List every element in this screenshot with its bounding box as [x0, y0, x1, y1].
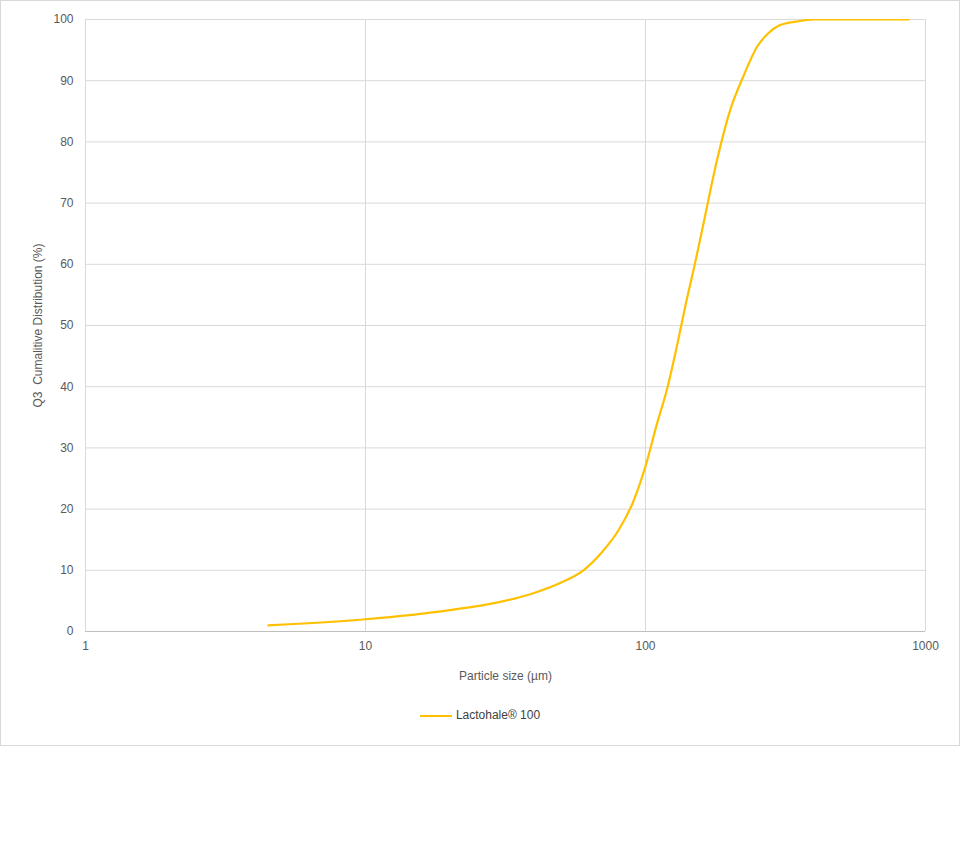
svg-text:10: 10	[60, 563, 74, 577]
svg-text:Particle size (µm): Particle size (µm)	[459, 669, 552, 683]
svg-text:100: 100	[53, 12, 73, 26]
svg-text:60: 60	[60, 257, 74, 271]
svg-text:30: 30	[60, 441, 74, 455]
svg-text:70: 70	[60, 196, 74, 210]
svg-text:50: 50	[60, 318, 74, 332]
svg-text:100: 100	[635, 639, 655, 653]
svg-text:40: 40	[60, 380, 74, 394]
svg-text:20: 20	[60, 502, 74, 516]
html-text:Lactohale® 100: Lactohale® 100	[455, 708, 541, 722]
svg-text:0: 0	[67, 624, 74, 638]
svg-text:Q3 Cumalitive Distribution (%: Q3 Cumalitive Distribution (%)	[31, 243, 45, 407]
svg-text:80: 80	[60, 135, 74, 149]
svg-text:1: 1	[82, 639, 89, 653]
svg-text:90: 90	[60, 74, 74, 88]
svg-text:1000: 1000	[912, 639, 939, 653]
svg-text:10: 10	[359, 639, 373, 653]
